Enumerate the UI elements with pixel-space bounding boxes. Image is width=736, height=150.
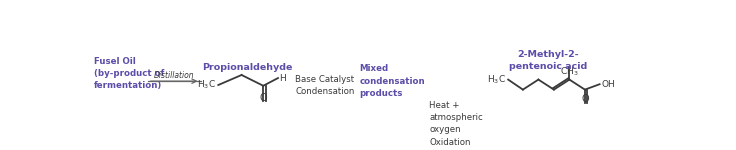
Text: H: H: [280, 74, 286, 82]
Text: $\mathregular{H_3C}$: $\mathregular{H_3C}$: [197, 79, 216, 91]
Text: 2-Methyl-2-
pentenoic acid: 2-Methyl-2- pentenoic acid: [509, 50, 587, 72]
Text: Propionaldehyde: Propionaldehyde: [202, 63, 292, 72]
Text: Heat +
atmospheric
oxygen
Oxidation: Heat + atmospheric oxygen Oxidation: [429, 101, 483, 147]
Text: Mixed
condensation
products: Mixed condensation products: [359, 64, 425, 98]
Text: O: O: [260, 93, 267, 103]
Text: Fusel Oil
(by-product of
fermentation): Fusel Oil (by-product of fermentation): [93, 57, 164, 90]
Text: $\mathregular{H_3C}$: $\mathregular{H_3C}$: [487, 73, 506, 86]
Text: Distillation: Distillation: [154, 71, 194, 80]
Text: $\mathregular{CH_3}$: $\mathregular{CH_3}$: [560, 66, 578, 78]
Text: OH: OH: [601, 80, 615, 89]
Text: Base Catalyst
Condensation: Base Catalyst Condensation: [295, 75, 355, 96]
Text: O: O: [581, 94, 589, 104]
